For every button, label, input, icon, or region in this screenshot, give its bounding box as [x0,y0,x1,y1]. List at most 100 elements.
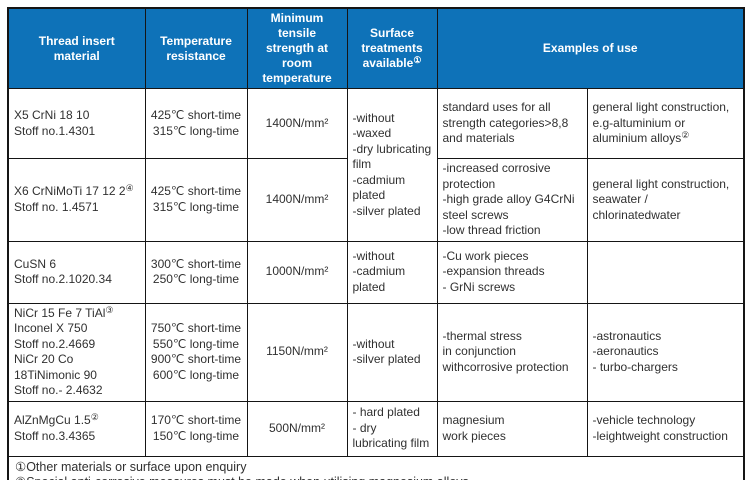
header-temperature: Temperature resistance [144,7,248,89]
cell-strength: 1150N/mm² [246,302,348,402]
cell-temperature: 425℃ short-time 315℃ long-time [144,88,248,159]
material-line: NiCr 20 Co 18TiNimonic 90 [14,352,97,382]
surface-line: -waxed [352,126,392,140]
footnote-line: ①Other materials or surface upon enquiry [15,459,247,474]
cell-strength: 1400N/mm² [246,158,348,242]
example-line: -low thread friction [442,223,541,237]
cell-strength: 500N/mm² [246,400,348,457]
cell-material: X6 CrNiMoTi 17 12 2④ Stoff no. 1.4571 [7,158,146,242]
example-line: standard uses for all strength categorie… [442,100,569,146]
example-line: in conjunction withcorrosive protection [442,344,569,374]
cell-examples-left: standard uses for all strength categorie… [436,88,588,159]
cell-examples-right: -astronautics -aeronautics - turbo-charg… [586,302,745,402]
surface-line: -without [352,110,395,125]
example-line: -aeronautics [592,344,659,359]
example-line: - GrNi screws [442,279,516,294]
surface-line: -silver plated [352,352,421,366]
cell-temperature: 300℃ short-time 250℃ long-time [144,240,248,304]
cell-examples-right [586,240,745,304]
temperature-line: 150℃ long-time [152,428,240,443]
cell-material: AlZnMgCu 1.5② Stoff no.3.4365 [7,400,146,457]
table-row: NiCr 15 Fe 7 TiAl③ Inconel X 750 Stoff n… [7,302,745,402]
surface-line: - hard plated [352,405,420,420]
header-strength: Minimum tensile strength at room tempera… [246,7,348,89]
example-line: -high grade alloy G4CrNi steel screws [442,192,575,222]
temperature-line: 425℃ short-time [150,184,242,199]
material-line: Stoff no.3.4365 [14,428,96,443]
material-line: Stoff no. 1.4571 [14,199,99,214]
temperature-line: 750℃ short-time [150,321,242,335]
header-surface-footnote-mark: ① [413,55,422,65]
surface-line: -dry lubricating film [352,141,432,172]
material-line: AlZnMgCu 1.5② [14,412,99,428]
example-line: -increased corrosive protection [442,161,551,191]
cell-surface: - hard plated - dry lubricating film [346,400,438,457]
temperature-line: 315℃ long-time [152,199,240,214]
footnote-mark: ② [90,412,99,422]
footnote-mark: ② [681,130,690,141]
example-line: work pieces [442,428,506,443]
cell-examples-left: -Cu work pieces -expansion threads - GrN… [436,240,588,304]
header-material: Thread insert material [7,7,146,89]
temperature-line: 550℃ long-time [152,336,240,351]
cell-material: NiCr 15 Fe 7 TiAl③ Inconel X 750 Stoff n… [7,302,146,402]
header-temperature-label: Temperature resistance [160,33,232,63]
cell-temperature: 170℃ short-time 150℃ long-time [144,400,248,457]
header-surface-label: Surface treatments available [361,26,423,70]
header-examples-label: Examples of use [542,41,638,55]
header-row: Thread insert material Temperature resis… [7,7,745,89]
temperature-line: 250℃ long-time [152,272,240,286]
example-line: -expansion threads [442,264,545,279]
example-line: -Cu work pieces [442,248,529,263]
surface-line: -without [352,336,395,351]
material-line: X6 CrNiMoTi 17 12 2④ [14,183,134,199]
cell-examples-right: general light construction, e.g-altumini… [586,88,745,159]
material-line: Stoff no.2.4669 [14,336,96,351]
cell-material: CuSN 6 Stoff no.2.1020.34 [7,240,146,304]
cell-temperature: 425℃ short-time 315℃ long-time [144,158,248,242]
surface-line: - dry lubricating film [352,420,430,451]
cell-examples-left: -increased corrosive protection -high gr… [436,158,588,242]
materials-table: Thread insert material Temperature resis… [7,7,745,480]
temperature-line: 170℃ short-time [150,413,242,427]
table-row: AlZnMgCu 1.5② Stoff no.3.4365 170℃ short… [7,400,745,457]
example-line: -vehicle technology [592,413,696,427]
material-line: Stoff no.1.4301 [14,123,96,138]
cell-temperature: 750℃ short-time 550℃ long-time 900℃ shor… [144,302,248,402]
cell-examples-right: general light construction, seawater / c… [586,158,745,242]
temperature-line: 900℃ short-time [150,352,242,366]
cell-examples-right: -vehicle technology -leightweight constr… [586,400,745,457]
surface-line: -without [352,248,395,263]
cell-surface: -without -silver plated [346,302,438,402]
cell-examples-left: -thermal stress in conjunction withcorro… [436,302,588,402]
cell-surface-merged: -without -waxed -dry lubricating film -c… [346,88,438,242]
header-surface: Surface treatments available① [346,7,438,89]
material-line: CuSN 6 [14,256,57,271]
footnote-mark: ④ [125,183,134,194]
header-strength-label: Minimum tensile strength at room tempera… [262,11,332,85]
footnotes-cell: ①Other materials or surface upon enquiry… [7,455,745,480]
temperature-line: 425℃ short-time [150,108,242,122]
footnote-line: ②Special anti-corrosive measures must be… [15,475,737,480]
example-line: general light construction, seawater / c… [592,176,730,222]
example-line: general light construction, e.g-altumini… [592,100,730,146]
cell-strength: 1400N/mm² [246,88,348,159]
surface-line: -cadmium plated [352,264,406,294]
temperature-line: 315℃ long-time [152,123,240,138]
example-line: magnesium [442,413,505,427]
surface-line: -silver plated [352,203,421,218]
material-line: Inconel X 750 [14,321,88,335]
material-line: Stoff no.- 2.4632 [14,383,103,397]
cell-strength: 1000N/mm² [246,240,348,304]
header-examples: Examples of use [436,7,745,89]
cell-surface: -without -cadmium plated [346,240,438,304]
example-line: -thermal stress [442,328,522,343]
example-line: -astronautics [592,328,662,343]
temperature-line: 600℃ long-time [152,367,240,382]
material-line: Stoff no.2.1020.34 [14,272,112,286]
surface-line: -cadmium plated [352,172,406,203]
example-line: -leightweight construction [592,428,728,443]
footnotes-row: ①Other materials or surface upon enquiry… [7,455,745,480]
header-material-label: Thread insert material [38,33,115,63]
